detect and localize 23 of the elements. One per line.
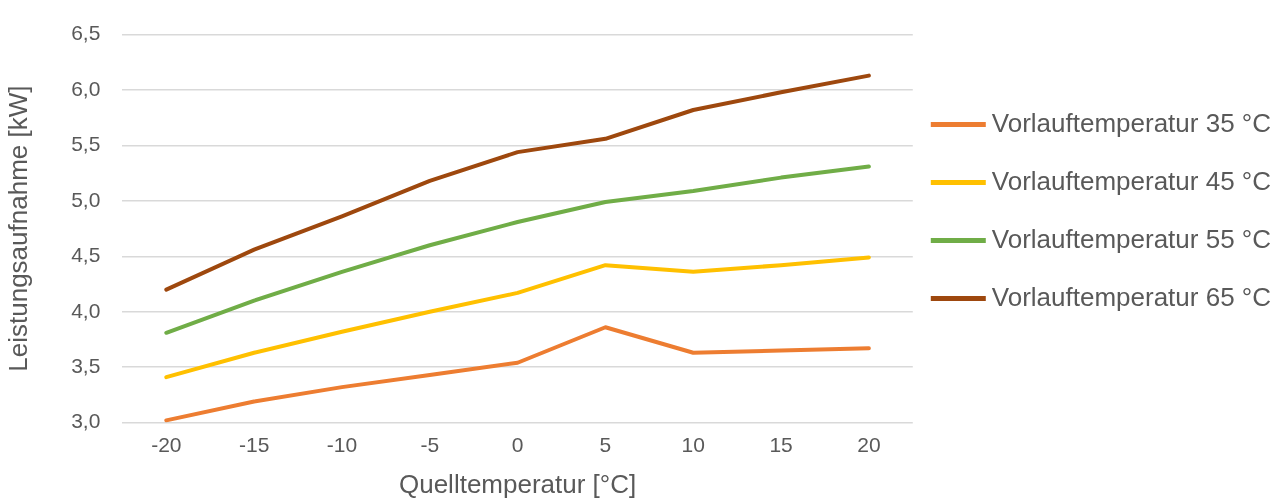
x-tick-label: 20: [857, 433, 881, 456]
x-axis-title: Quelltemperatur [°C]: [398, 468, 637, 499]
legend-label: Vorlauftemperatur 55 °C: [991, 223, 1272, 254]
x-tick-label: 10: [681, 433, 705, 456]
y-tick-label: 6,5: [71, 21, 101, 45]
y-tick-label: 3,0: [71, 409, 101, 433]
legend-label: Vorlauftemperatur 45 °C: [991, 165, 1272, 196]
x-tick-label: 0: [511, 433, 524, 456]
y-tick-label: 5,0: [71, 187, 101, 211]
y-tick-label: 4,0: [71, 298, 101, 322]
x-tick-label: 5: [599, 433, 612, 456]
legend-label: Vorlauftemperatur 35 °C: [991, 107, 1272, 138]
x-tick-label: 15: [769, 433, 793, 456]
x-tick-label: -20: [151, 433, 182, 456]
y-axis-title: Leistungsaufnahme [kW]: [2, 85, 33, 372]
legend-label: Vorlauftemperatur 65 °C: [991, 281, 1272, 312]
x-tick-label: -10: [326, 433, 358, 456]
x-tick-label: -5: [420, 433, 440, 456]
y-tick-label: 3,5: [71, 353, 101, 377]
x-tick-label: -15: [238, 433, 270, 456]
y-tick-label: 5,5: [71, 132, 101, 156]
y-tick-label: 4,5: [71, 243, 101, 267]
y-tick-label: 6,0: [71, 76, 101, 100]
